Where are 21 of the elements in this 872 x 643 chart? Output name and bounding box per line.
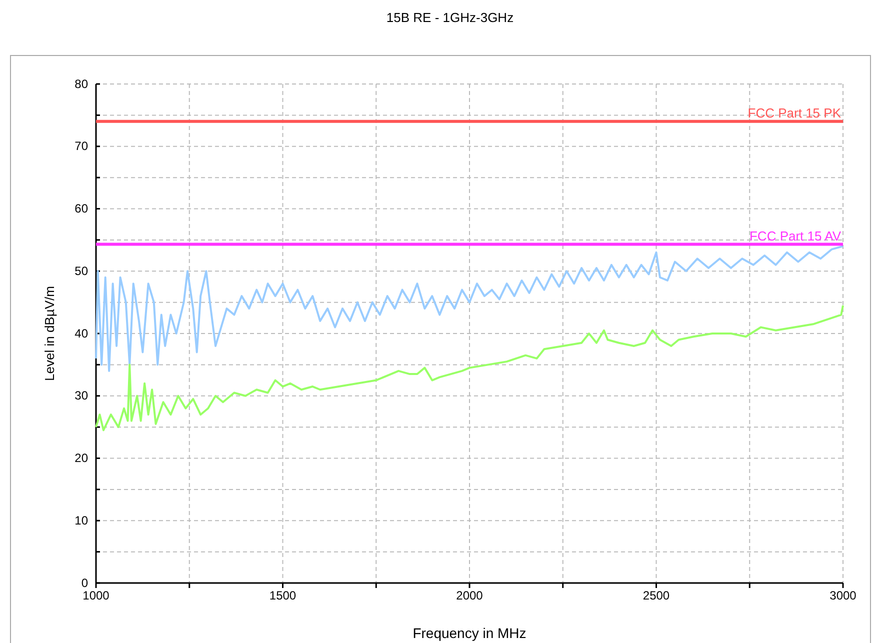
chart-title: 15B RE - 1GHz-3GHz <box>386 10 514 25</box>
y-tick-label: 0 <box>81 576 88 590</box>
ref-line-label: FCC Part 15 PK <box>748 105 842 120</box>
y-tick-label: 30 <box>74 388 88 403</box>
x-tick-label: 2500 <box>642 588 670 603</box>
y-tick-label: 60 <box>74 202 88 216</box>
x-tick-label: 2000 <box>456 588 484 603</box>
ref-line-label: FCC Part 15 AV <box>749 228 842 244</box>
y-tick-label: 70 <box>74 139 88 154</box>
y-tick-label: 20 <box>74 451 88 466</box>
line-series <box>95 304 844 432</box>
y-tick-label: 50 <box>74 264 88 278</box>
y-tick-label: 80 <box>74 76 88 91</box>
x-tick-label: 3000 <box>830 588 857 603</box>
line-series <box>95 245 844 372</box>
x-tick-label: 1000 <box>82 588 110 603</box>
y-tick-label: 10 <box>74 513 88 528</box>
y-axis-title: Level in dBµV/m <box>42 286 57 381</box>
x-axis-title: Frequency in MHz <box>412 625 526 641</box>
y-tick-label: 40 <box>74 326 88 340</box>
x-tick-label: 1500 <box>269 588 296 603</box>
